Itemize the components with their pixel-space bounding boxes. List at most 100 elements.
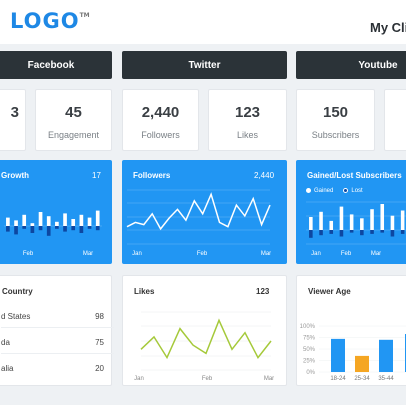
legend-gained: Gained	[306, 188, 333, 194]
growth-bar-down	[14, 226, 18, 235]
age-category-label: 25-34	[354, 376, 370, 382]
country-title: Country	[2, 287, 33, 296]
stat-value: 150	[322, 104, 349, 121]
age-category-label: 18-24	[330, 376, 346, 382]
gl-bar-lost	[380, 230, 385, 233]
followers-value: 2,440	[254, 171, 275, 180]
stat-card-subscribers: 150 Subscribers	[296, 89, 375, 151]
growth-bar-down	[22, 226, 27, 229]
growth-bar-down	[63, 226, 67, 232]
likes-month-label: Jan	[134, 376, 144, 382]
gl-bar-gained	[309, 217, 313, 230]
followers-card: Followers 2,440 Jan Feb Mar	[122, 160, 287, 264]
gl-bar-lost	[309, 230, 313, 238]
growth-value: 17	[92, 171, 101, 180]
age-y-tick: 75%	[303, 336, 316, 342]
growth-bar-down	[87, 226, 92, 229]
growth-bar-down	[71, 226, 76, 231]
viewer-age-card: Viewer Age 100% 75% 50% 25% 0% 18-24 25-34 35-4…	[296, 275, 406, 386]
growth-bar-up	[71, 219, 76, 226]
gl-bar-gained	[339, 206, 344, 230]
likes-month-label: Feb	[202, 376, 213, 382]
growth-bar-up	[95, 210, 100, 226]
growth-bar-down	[6, 226, 10, 232]
legend-gained-label: Gained	[314, 188, 334, 195]
viewer-age-chart: 100% 75% 50% 25% 0% 18-24 25-34 35-44	[300, 324, 406, 382]
gl-bar-gained	[380, 204, 385, 230]
stat-label: Likes	[236, 130, 258, 140]
age-bar	[331, 338, 345, 372]
stat-card-engagement: 45 Engagement	[35, 89, 112, 151]
growth-bar-up	[14, 220, 18, 226]
stat-value: 3	[10, 104, 19, 121]
client-title: My Cli	[370, 20, 406, 35]
stat-card-partial	[384, 89, 406, 151]
growth-bar-up	[55, 221, 59, 226]
growth-title: Growth	[1, 171, 29, 180]
gl-bar-lost	[319, 230, 323, 236]
followers-series-line	[126, 192, 271, 231]
gained-lost-title: Gained/Lost Subscribers	[307, 171, 402, 180]
growth-bar-up	[79, 214, 84, 226]
likes-month-label: Mar	[264, 376, 274, 382]
gl-bar-lost	[370, 230, 374, 234]
lost-dot-icon	[343, 188, 349, 193]
gl-bar-gained	[360, 218, 364, 230]
section-header-youtube: Youtube	[296, 51, 406, 79]
gained-lost-card: Gained/Lost Subscribers Gained Lost Jan F…	[296, 160, 406, 264]
country-card: Country d States 98 da 75 alia 20	[0, 275, 114, 386]
growth-bar-up	[6, 217, 10, 226]
stat-label: Engagement	[47, 130, 100, 140]
followers-chart: Jan Feb Mar	[126, 189, 271, 257]
growth-bar-down	[46, 226, 51, 236]
country-row: alia 20	[1, 358, 114, 380]
gl-bar-gained	[390, 215, 395, 230]
growth-bar-up	[46, 216, 51, 226]
followers-month-label: Feb	[197, 251, 208, 257]
section-header-facebook: Facebook	[0, 51, 112, 79]
section-header-twitter: Twitter	[122, 51, 287, 79]
stat-value: 123	[234, 104, 261, 121]
gained-dot-icon	[306, 188, 311, 193]
age-bar	[355, 355, 369, 372]
stat-card-fb-first: 3	[0, 89, 26, 151]
gl-bar-gained	[349, 214, 354, 230]
logo[interactable]: LOGOTM	[10, 9, 90, 33]
age-category-label: 35-44	[378, 376, 394, 382]
likes-chart: Jan Feb Mar	[134, 311, 274, 382]
country-value: 20	[95, 364, 104, 373]
growth-chart: Feb Mar	[4, 210, 102, 257]
country-value: 98	[95, 312, 104, 321]
growth-bar-up	[30, 223, 35, 226]
stat-value: 2,440	[141, 104, 180, 121]
stat-label: Followers	[141, 130, 180, 140]
growth-month-label: Feb	[23, 251, 34, 257]
followers-month-label: Jan	[132, 251, 142, 257]
logo-tm: TM	[79, 12, 90, 19]
legend-lost-label: Lost	[351, 188, 363, 195]
age-y-tick: 25%	[303, 359, 316, 365]
gl-bar-lost	[390, 230, 395, 237]
followers-month-label: Mar	[261, 251, 271, 257]
age-y-tick: 50%	[303, 347, 316, 353]
growth-bar-up	[87, 217, 92, 226]
gl-bar-gained	[370, 209, 374, 230]
likes-title: Likes	[134, 287, 155, 296]
growth-bar-down	[95, 226, 100, 231]
growth-bar-down	[38, 226, 43, 231]
country-name: d States	[1, 312, 31, 321]
country-row: da 75	[1, 332, 114, 354]
gl-bar-gained	[319, 211, 323, 230]
gl-bar-lost	[360, 230, 364, 236]
gl-month-label: Feb	[341, 251, 352, 257]
country-name: da	[1, 338, 10, 347]
growth-bar-up	[63, 213, 67, 226]
stat-value: 45	[65, 104, 82, 121]
stat-card-likes: 123 Likes	[208, 89, 287, 151]
age-bar	[379, 339, 393, 372]
country-name: alia	[1, 364, 14, 373]
gl-bar-gained	[329, 220, 334, 230]
gl-month-label: Mar	[371, 251, 381, 257]
gained-lost-legend: Gained Lost	[306, 188, 363, 194]
stat-label: Subscribers	[311, 130, 360, 140]
